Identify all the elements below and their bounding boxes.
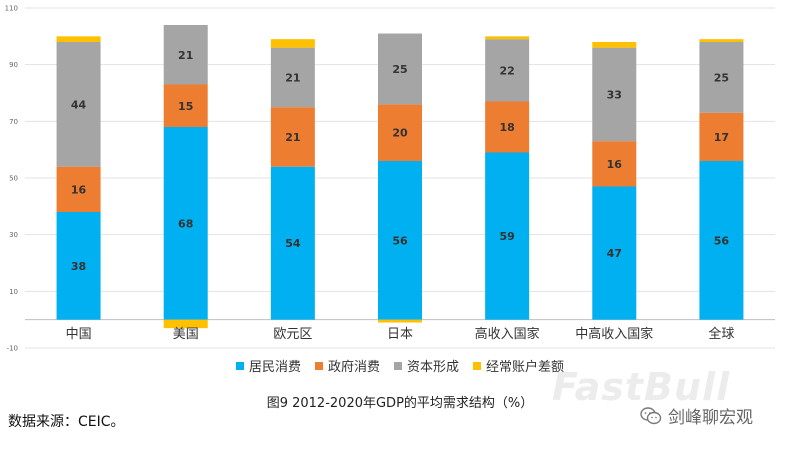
data-label: 17 — [714, 131, 729, 144]
category-label: 美国 — [173, 327, 199, 342]
data-label: 21 — [285, 131, 300, 144]
bar-segment — [592, 186, 637, 320]
bar-segment — [56, 166, 101, 212]
bar-segment — [163, 127, 208, 320]
bar-segment — [699, 42, 744, 113]
bar-segment — [163, 84, 208, 127]
data-label: 47 — [607, 247, 622, 260]
wechat-account: 剑峰聊宏观 — [640, 403, 753, 428]
bar-segment — [699, 161, 744, 320]
legend-item: 经常账户差额 — [473, 356, 564, 375]
data-label: 20 — [392, 127, 408, 140]
bar-segment — [378, 319, 422, 323]
data-label: 59 — [499, 230, 514, 243]
data-label: 56 — [392, 234, 408, 247]
bar-segment — [485, 152, 530, 320]
data-source: 数据来源：CEIC。 — [8, 414, 125, 430]
chart-caption: 图9 2012-2020年GDP的平均需求结构（%） — [266, 396, 534, 411]
bar-segment — [270, 47, 315, 108]
bar-segment — [592, 47, 637, 142]
legend-swatch — [473, 361, 482, 370]
bar-segment — [592, 141, 637, 187]
category-label: 中国 — [66, 327, 92, 342]
bar-segment — [378, 104, 422, 161]
bar-segment — [56, 42, 101, 167]
bar-segment — [270, 107, 315, 167]
y-tick-label: -10 — [7, 345, 18, 353]
y-tick-label: 10 — [9, 288, 18, 296]
legend-label: 居民消费 — [248, 360, 301, 375]
legend-item: 资本形成 — [394, 356, 459, 375]
legend-item: 居民消费 — [235, 356, 301, 375]
bar-segment — [163, 319, 208, 329]
chart-legend: 居民消费 政府消费 资本形成 经常账户差额 — [0, 356, 800, 375]
legend-label: 政府消费 — [327, 360, 380, 375]
legend-label: 资本形成 — [407, 360, 460, 375]
data-label: 56 — [714, 234, 730, 247]
data-label: 21 — [178, 49, 193, 62]
data-label: 16 — [607, 158, 623, 171]
legend-swatch — [235, 361, 244, 370]
fastbull-watermark: FastBull — [552, 365, 731, 409]
bar-segment — [699, 112, 744, 161]
y-tick-label: 30 — [9, 231, 18, 239]
data-label: 16 — [71, 183, 87, 196]
bar-segment — [56, 36, 101, 42]
legend-swatch — [314, 361, 323, 370]
data-label: 68 — [178, 217, 193, 230]
data-label: 33 — [607, 88, 622, 101]
category-label: 高收入国家 — [475, 326, 540, 342]
category-label: 欧元区 — [273, 327, 312, 342]
bar-segment — [699, 39, 744, 42]
data-label: 54 — [285, 237, 301, 250]
y-tick-label: 110 — [5, 5, 18, 13]
bar-segment — [163, 25, 208, 85]
category-label: 全球 — [708, 326, 734, 342]
bar-segment — [592, 42, 637, 48]
legend-label: 经常账户差额 — [486, 360, 565, 375]
y-tick-label: 90 — [9, 61, 18, 69]
category-label: 中高收入国家 — [575, 326, 653, 342]
y-tick-label: 50 — [9, 175, 18, 183]
data-label: 25 — [392, 63, 407, 76]
y-tick-label: 70 — [9, 118, 18, 126]
data-label: 21 — [285, 71, 300, 84]
bar-segment — [485, 36, 530, 40]
legend-swatch — [394, 361, 402, 370]
wechat-account-name: 剑峰聊宏观 — [668, 408, 753, 428]
bar-segment — [378, 33, 422, 105]
bar-segment — [485, 101, 530, 153]
wechat-icon — [640, 406, 662, 425]
data-label: 22 — [499, 64, 514, 77]
legend-item: 政府消费 — [314, 356, 380, 375]
bar-segment — [270, 166, 315, 320]
data-label: 25 — [714, 71, 729, 84]
data-label: 38 — [71, 260, 86, 273]
bar-segment — [56, 212, 101, 320]
bar-segment — [270, 39, 315, 48]
bar-segment — [378, 161, 422, 320]
category-label: 日本 — [387, 327, 413, 342]
data-label: 15 — [178, 100, 193, 113]
data-label: 18 — [499, 121, 514, 134]
bar-segment — [485, 39, 530, 102]
data-label: 44 — [71, 98, 87, 111]
